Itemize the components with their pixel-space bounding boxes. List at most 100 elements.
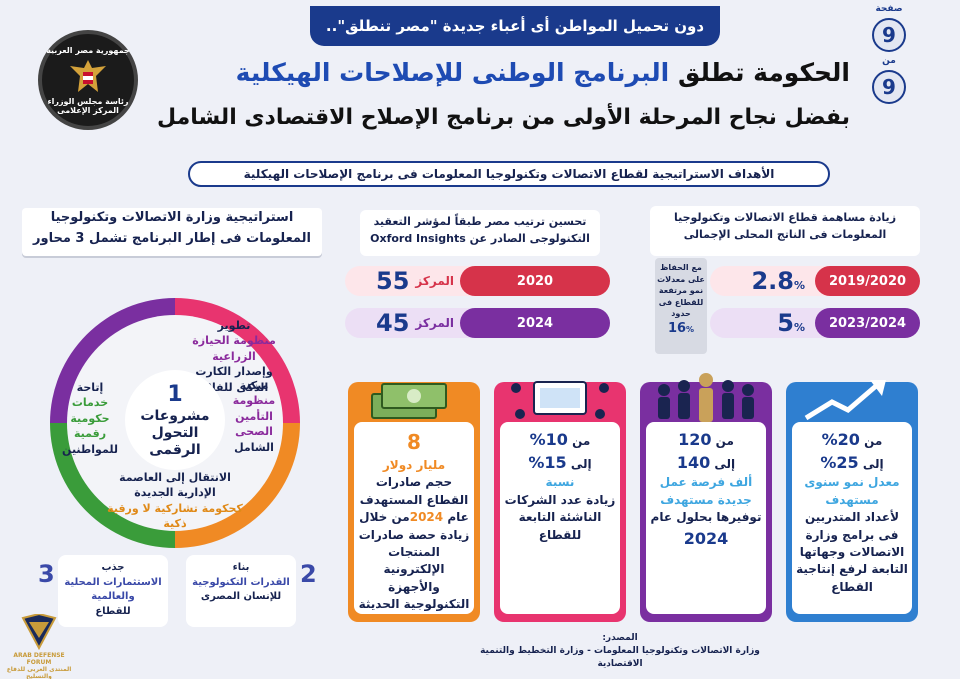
card1-from-label: من bbox=[864, 434, 883, 448]
card1-highlight: معدل نمو سنوى مستهدف bbox=[804, 475, 900, 507]
card-jobs-body: من 120 إلى 140 ألف فرصة عمل جديدة مستهدف… bbox=[646, 422, 766, 614]
card4-big: 8 bbox=[407, 430, 421, 454]
seg-health: ميكنة منظومة التأمين الصحى الشامل bbox=[226, 378, 282, 455]
gdp-year-1: 2019/2020 bbox=[815, 266, 920, 296]
forum-shield-icon bbox=[21, 612, 57, 651]
axis2-c: للإنسان المصرى bbox=[200, 591, 282, 602]
seg-agri-b: منظومة الحيازة الزراعية bbox=[192, 334, 276, 363]
rank-year-1: 2020 bbox=[460, 266, 610, 296]
seg-health-b: منظومة التأمين الصحى bbox=[232, 394, 276, 439]
rank-value-2: 45 bbox=[376, 309, 410, 337]
money-stack-icon bbox=[371, 383, 447, 419]
center-text: مشروعات التحول الرقمى bbox=[140, 408, 210, 458]
axis2-b: القدرات التكنولوجية bbox=[192, 576, 290, 588]
gdp-value-1: 2.8% bbox=[741, 267, 815, 295]
rank-source: Oxford Insights bbox=[370, 231, 466, 245]
card2-from-label: من bbox=[715, 434, 734, 448]
seg-health-a: ميكنة bbox=[239, 379, 269, 392]
card2-text: توفيرها بحلول عام bbox=[650, 510, 762, 525]
section-header: الأهداف الاستراتيجية لقطاع الاتصالات وتك… bbox=[188, 161, 830, 187]
axis3-c: للقطاع bbox=[95, 605, 131, 617]
forum-watermark: ARAB DEFENSE FORUM المنتدى العربى للدفاع… bbox=[4, 612, 74, 679]
gdp-value-2-num: 5 bbox=[777, 309, 794, 337]
card3-to-label: إلى bbox=[570, 457, 592, 472]
gdp-growth-note: مع الحفاظ على معدلات نمو مرتفعة للقطاع ف… bbox=[655, 258, 707, 354]
gdp-row-1: 2019/2020 2.8% bbox=[710, 266, 920, 296]
gdp-value-2-unit: % bbox=[793, 321, 805, 334]
card3-to: إلى 15% bbox=[504, 451, 616, 474]
page-title: الحكومة تطلق البرنامج الوطنى للإصلاحات ا… bbox=[236, 58, 850, 87]
forum-name: ARAB DEFENSE FORUM bbox=[13, 652, 65, 666]
card2-to: إلى 140 bbox=[650, 451, 762, 474]
rank-row-1: 2020 المركز 55 bbox=[345, 266, 610, 296]
source-label: المصدر: bbox=[602, 633, 638, 643]
card1-to-unit: % bbox=[820, 453, 837, 473]
of-label: من bbox=[882, 56, 896, 66]
logo-line2: رئاسة مجلس الوزراء bbox=[47, 96, 129, 106]
card1-from-value: 20 bbox=[837, 430, 860, 449]
card4-highlight: مليار دولار bbox=[382, 458, 446, 472]
seg-services-a: إتاحة bbox=[76, 381, 104, 394]
people-group-icon bbox=[658, 373, 754, 422]
card3-to-value: 15 bbox=[544, 453, 567, 473]
card-startups: من 10% إلى 15% نسبة زيادة عدد الشركات ال… bbox=[494, 381, 626, 622]
card4-text-b: من خلال زيادة حصة صادرات المنتجات الإلكت… bbox=[358, 510, 470, 612]
card2-from-value: 120 bbox=[678, 430, 712, 449]
page-subtitle: بفضل نجاح المرحلة الأولى من برنامج الإصل… bbox=[157, 105, 850, 130]
card2-to-value: 140 bbox=[676, 453, 711, 473]
gdp-value-2: 5% bbox=[767, 309, 815, 337]
cabinet-logo: جمهورية مصر العربية رئاسة مجلس الوزراء ا… bbox=[38, 30, 138, 130]
axis3-card: جذب الاستثمارات المحلية والعالمية للقطاع bbox=[58, 555, 168, 627]
seg-agri-a: تطوير bbox=[217, 319, 251, 332]
source-text: وزارة الاتصالات وتكنولوجيا المعلومات - و… bbox=[480, 646, 760, 670]
card3-highlight: نسبة bbox=[545, 475, 575, 490]
rank-title-text: تحسين ترتيب مصر طبقاً لمؤشر التعقيد التك… bbox=[373, 215, 590, 245]
axis3-number: 3 bbox=[38, 560, 55, 588]
axis2-a: بناء bbox=[232, 562, 250, 573]
logo-line3: المركز الإعلامى bbox=[57, 105, 119, 115]
rank-value-1: 55 bbox=[376, 267, 410, 295]
card4-year: 2024 bbox=[409, 510, 444, 525]
card3-from-unit: % bbox=[529, 430, 546, 449]
note-text: مع الحفاظ على معدلات نمو مرتفعة للقطاع ف… bbox=[657, 263, 705, 319]
card1-text: لأعداد المتدربين فى برامج وزارة الاتصالا… bbox=[796, 510, 908, 594]
eagle-icon bbox=[70, 59, 106, 92]
seg-capital: الانتقال إلى العاصمة الإدارية الجديدة كح… bbox=[100, 470, 250, 532]
gdp-value-1-unit: % bbox=[793, 279, 805, 292]
page-badge: صفحة 9 من 9 bbox=[866, 4, 912, 144]
axis3-a: جذب bbox=[101, 562, 125, 573]
goal-gdp-title: زيادة مساهمة قطاع الاتصالات وتكنولوجيا ا… bbox=[650, 206, 920, 256]
gdp-row-2: 2023/2024 5% bbox=[710, 308, 920, 338]
card2-from: من 120 bbox=[650, 428, 762, 451]
title-highlight: البرنامج الوطنى للإصلاحات الهيكلية bbox=[235, 58, 670, 87]
card3-from: من 10% bbox=[504, 428, 616, 451]
banner-text: دون تحميل المواطن أى أعباء جديدة "مصر تن… bbox=[325, 17, 705, 35]
forum-sub: المنتدى العربى للدفاع والتسليح bbox=[6, 666, 72, 679]
strategy-center: 1 مشروعات التحول الرقمى bbox=[125, 370, 225, 470]
card4-text: حجم صادرات القطاع المستهدف عام 2024من خل… bbox=[358, 474, 470, 613]
seg-agri: تطوير منظومة الحيازة الزراعية وإصدار الك… bbox=[184, 318, 284, 395]
note-value-num: 16 bbox=[667, 320, 687, 336]
axis3-b: الاستثمارات المحلية والعالمية bbox=[64, 576, 162, 603]
card-trainees-body: من 20% إلى 25% معدل نمو سنوى مستهدف لأعد… bbox=[792, 422, 912, 614]
gdp-year-2: 2023/2024 bbox=[815, 308, 920, 338]
card-exports-body: 8 مليار دولار حجم صادرات القطاع المستهدف… bbox=[354, 422, 474, 614]
axis2-number: 2 bbox=[300, 560, 317, 588]
seg-agri-c: وإصدار الكارت الذكى للفلاح bbox=[195, 365, 273, 394]
card1-from: من 20% bbox=[796, 428, 908, 451]
card4-text-a: حجم صادرات القطاع المستهدف عام bbox=[359, 475, 469, 525]
note-value: 16% bbox=[657, 320, 705, 339]
gdp-value-1-num: 2.8 bbox=[751, 267, 794, 295]
title-prefix: الحكومة تطلق bbox=[677, 58, 850, 87]
rank-label-1: المركز bbox=[415, 274, 454, 288]
center-number: 1 bbox=[167, 381, 183, 407]
card3-text: زيادة عدد الشركات الناشئة التابعة للقطاع bbox=[504, 492, 616, 542]
card-trainees: من 20% إلى 25% معدل نمو سنوى مستهدف لأعد… bbox=[786, 380, 918, 622]
card3-from-label: من bbox=[572, 434, 591, 448]
startup-network-icon bbox=[511, 381, 609, 419]
card-jobs: من 120 إلى 140 ألف فرصة عمل جديدة مستهدف… bbox=[640, 373, 772, 622]
card1-to: إلى 25% bbox=[796, 451, 908, 474]
card1-to-value: 25 bbox=[836, 453, 859, 473]
card2-year: 2024 bbox=[683, 528, 729, 548]
card3-to-unit: % bbox=[528, 453, 545, 473]
